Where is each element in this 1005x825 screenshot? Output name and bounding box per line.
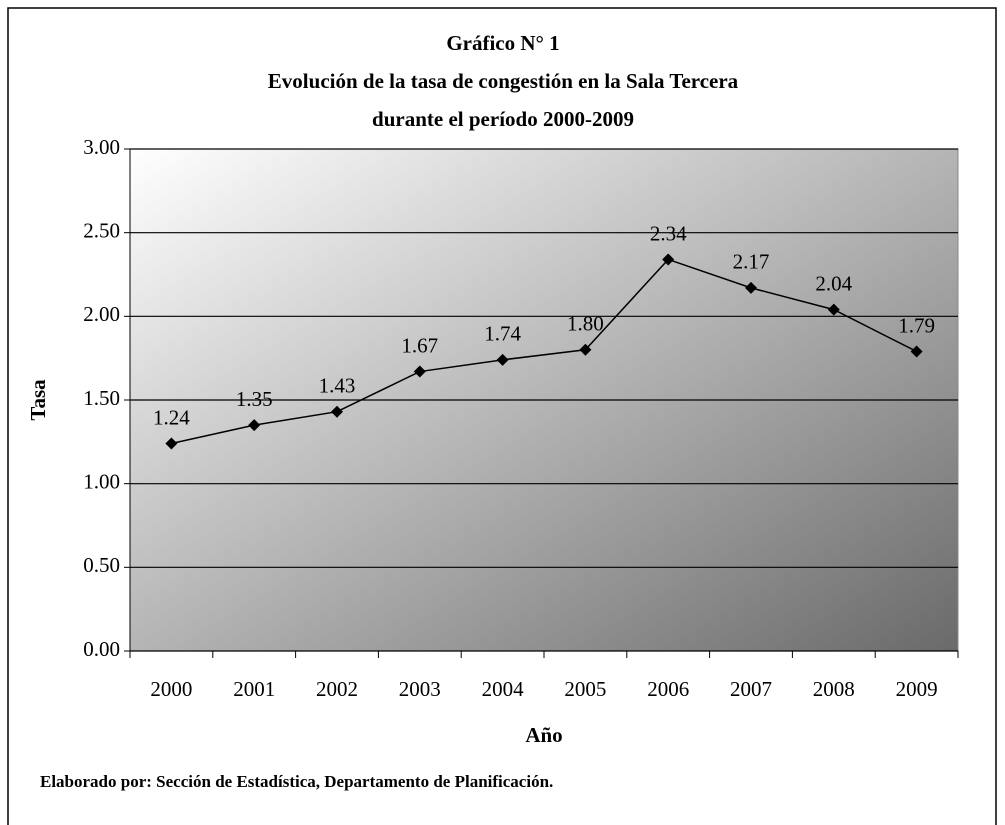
y-tick-label: 3.00 [83,135,120,159]
chart-title: durante el período 2000-2009 [372,107,634,131]
marker [662,253,675,266]
x-tick-label: 2004 [482,677,525,701]
chart-title: Evolución de la tasa de congestión en la… [268,69,739,93]
marker [496,353,509,366]
x-tick-label: 2006 [647,677,689,701]
y-tick-label: 2.00 [83,302,120,326]
marker [165,437,178,450]
data-label: 1.74 [484,322,521,346]
source-note: Elaborado por: Sección de Estadística, D… [40,772,553,791]
chart-title: Gráfico N° 1 [446,31,559,55]
x-tick-label: 2001 [233,677,275,701]
marker [745,281,757,294]
marker [331,405,343,418]
line [171,258,917,445]
y-tick-label: 2.50 [83,218,120,242]
x-tick-label: 2002 [316,677,358,701]
y-tick-label: 1.50 [83,386,120,410]
marker [827,303,840,316]
data-label: 1.79 [898,313,935,337]
x-tick-label: 2009 [896,677,938,701]
data-label: 2.17 [733,250,770,274]
y-tick-label: 1.00 [83,469,120,493]
x-tick-label: 2007 [730,677,772,701]
x-tick-label: 2003 [399,677,441,701]
data-label: 1.24 [153,405,190,429]
y-tick-label: 0.00 [83,637,120,661]
marker [248,419,261,432]
marker [579,343,592,356]
x-tick-label: 2000 [150,677,192,701]
data-label: 1.80 [567,312,604,336]
x-tick-label: 2008 [813,677,855,701]
marker [413,365,426,378]
data-label: 1.43 [319,374,356,398]
y-tick-label: 0.50 [83,553,120,577]
data-label: 2.34 [650,221,687,245]
data-label: 1.35 [236,387,273,411]
data-label: 2.04 [815,271,852,295]
x-axis-label: Año [525,723,562,747]
y-axis-label: Tasa [26,379,50,421]
data-label: 1.67 [401,333,438,357]
marker [910,345,923,358]
x-tick-label: 2005 [564,677,606,701]
